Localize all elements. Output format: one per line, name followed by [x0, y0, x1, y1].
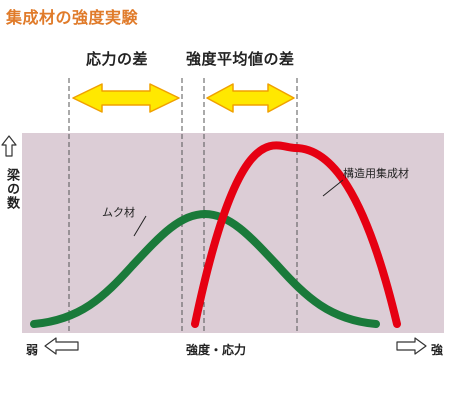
- strong-label: 強: [431, 343, 444, 357]
- glulam-leader: [322, 179, 344, 197]
- y-axis-label: 梁の数: [4, 168, 19, 210]
- y-axis-up-arrow-icon: [1, 135, 17, 157]
- plot-area: [22, 133, 444, 333]
- mean-strength-difference-label: 強度平均値の差: [186, 50, 295, 68]
- weak-label: 弱: [26, 343, 39, 357]
- strong-arrow-icon: [396, 337, 427, 355]
- glulam-label: 構造用集成材: [343, 167, 409, 180]
- stress-difference-arrow: [72, 83, 180, 113]
- x-axis-label: 強度・応力: [186, 343, 247, 357]
- solid-wood-label: ムク材: [102, 206, 135, 219]
- diagram-title: 集成材の強度実験: [6, 8, 139, 27]
- mean-strength-difference-arrow: [206, 83, 295, 113]
- solid-wood-leader: [133, 215, 147, 237]
- glulam-curve: [191, 141, 401, 328]
- solid-wood-curve: [30, 209, 380, 328]
- stress-difference-label: 応力の差: [86, 50, 149, 68]
- weak-arrow-icon: [44, 337, 79, 355]
